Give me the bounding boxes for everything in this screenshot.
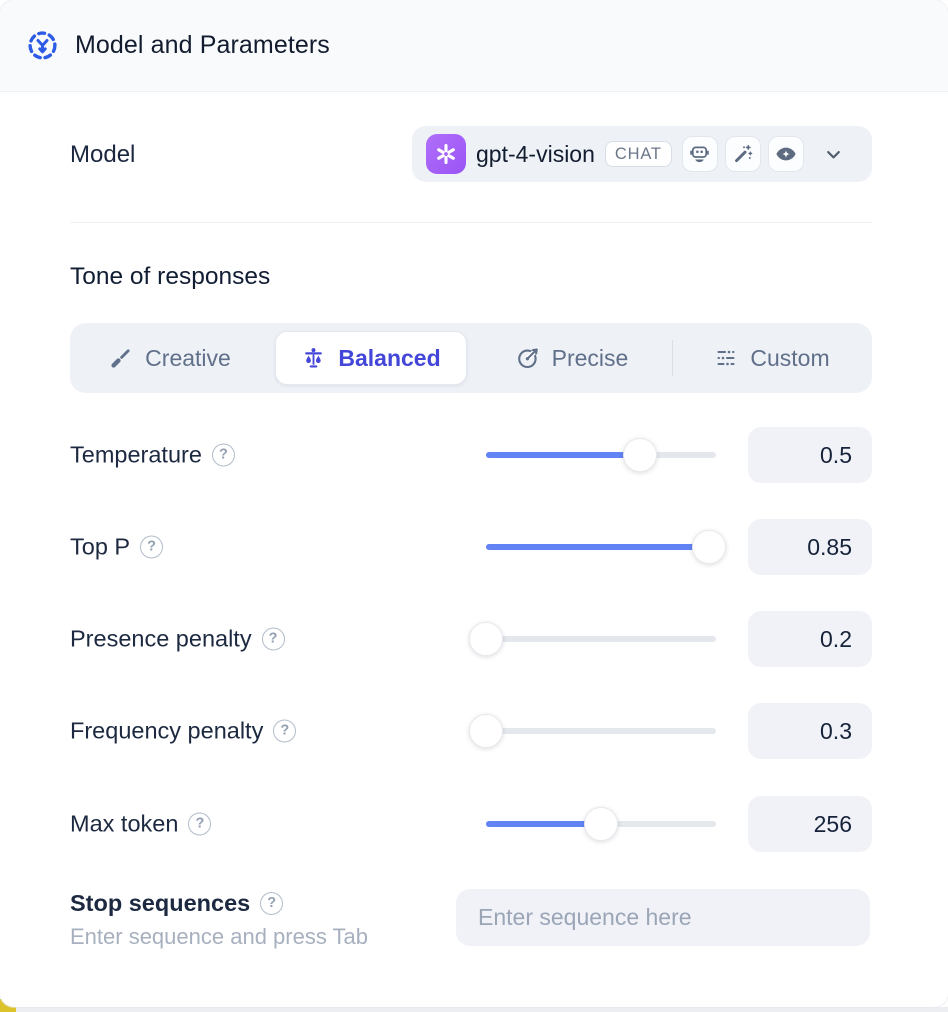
parameter-row-temperature: Temperature ? 0.5 <box>0 427 948 483</box>
parameter-label: Presence penalty ? <box>70 626 285 653</box>
tone-option-custom[interactable]: Custom <box>677 331 867 385</box>
slider-thumb[interactable] <box>692 530 727 564</box>
parameter-label: Max token ? <box>70 811 212 838</box>
page-bottom-edge <box>0 1007 948 1012</box>
parameter-label: Top P ? <box>70 534 164 561</box>
parameter-row-max-token: Max token ? 256 <box>0 796 948 852</box>
help-icon[interactable]: ? <box>273 719 297 743</box>
frequency-penalty-value[interactable]: 0.3 <box>748 703 872 759</box>
slider-fill <box>486 452 641 458</box>
parameter-label: Temperature ? <box>70 442 235 469</box>
stop-sequences-label: Stop sequences ? <box>70 890 284 917</box>
chevron-down-icon <box>822 143 845 166</box>
top-p-value[interactable]: 0.85 <box>748 519 872 575</box>
model-label: Model <box>70 141 136 168</box>
panel-header: Model and Parameters <box>0 0 948 92</box>
help-icon[interactable]: ? <box>261 627 285 651</box>
slider-fill <box>486 821 601 827</box>
temperature-slider[interactable] <box>486 438 716 472</box>
slider-thumb[interactable] <box>584 807 618 841</box>
scales-icon <box>301 346 326 371</box>
parameter-row-presence-penalty: Presence penalty ? 0.2 <box>0 611 948 667</box>
tone-option-label: Custom <box>750 344 830 371</box>
tone-heading: Tone of responses <box>70 263 271 290</box>
slider-fill <box>486 544 710 550</box>
presence-penalty-slider[interactable] <box>469 622 716 656</box>
target-icon <box>516 346 540 370</box>
help-icon[interactable]: ? <box>140 535 164 559</box>
max-token-value[interactable]: 256 <box>748 796 872 852</box>
tone-option-label: Precise <box>551 344 629 371</box>
openai-logo <box>426 134 466 174</box>
frequency-penalty-slider[interactable] <box>469 714 716 748</box>
stop-sequences-helper-text: Enter sequence and press Tab <box>70 924 369 949</box>
model-type-badge: CHAT <box>604 140 672 168</box>
presence-penalty-value[interactable]: 0.2 <box>748 611 872 667</box>
selected-model-name: gpt-4-vision <box>476 140 595 167</box>
parameter-row-frequency-penalty: Frequency penalty ? 0.3 <box>0 703 948 759</box>
model-parameters-icon <box>27 30 58 61</box>
slider-thumb[interactable] <box>469 622 503 656</box>
max-token-slider[interactable] <box>486 807 716 841</box>
tone-option-label: Balanced <box>338 344 441 371</box>
section-divider <box>70 222 872 223</box>
vision-eye-icon <box>767 136 804 172</box>
tone-option-creative[interactable]: Creative <box>75 331 265 385</box>
panel-title: Model and Parameters <box>75 31 330 59</box>
stop-sequence-input[interactable] <box>456 889 870 946</box>
temperature-value[interactable]: 0.5 <box>748 427 872 483</box>
tone-option-label: Creative <box>145 344 231 371</box>
tone-option-balanced[interactable]: Balanced <box>275 331 467 385</box>
parameter-label: Frequency penalty ? <box>70 718 297 745</box>
robot-icon <box>681 136 718 172</box>
help-icon[interactable]: ? <box>211 443 235 467</box>
slider-thumb[interactable] <box>469 714 503 748</box>
model-select-dropdown[interactable]: gpt-4-vision CHAT <box>412 126 872 182</box>
help-icon[interactable]: ? <box>188 812 212 836</box>
paintbrush-icon <box>109 346 133 370</box>
top-p-slider[interactable] <box>486 530 727 564</box>
parameter-row-top-p: Top P ? 0.85 <box>0 519 948 575</box>
segment-divider <box>671 340 673 376</box>
magic-wand-icon <box>724 136 761 172</box>
sliders-icon <box>714 346 738 370</box>
tone-option-precise[interactable]: Precise <box>477 331 667 385</box>
slider-thumb[interactable] <box>623 438 658 472</box>
tone-segmented-control: Creative Balanced <box>70 323 872 393</box>
help-icon[interactable]: ? <box>260 892 284 915</box>
